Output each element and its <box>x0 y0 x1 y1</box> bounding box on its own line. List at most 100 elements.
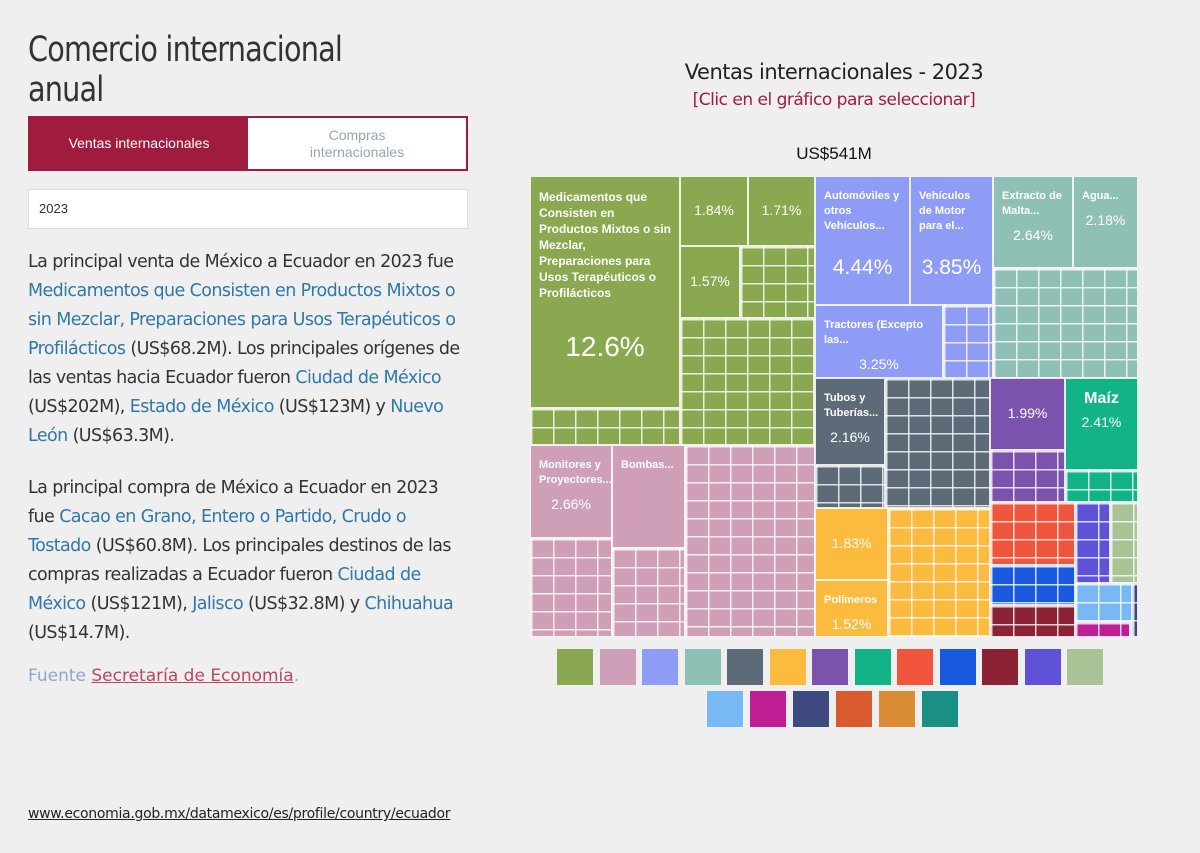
treemap-tile[interactable]: Agua... 2.18% <box>1073 176 1138 268</box>
treemap-tile[interactable]: 1.99% <box>990 378 1065 450</box>
legend-swatch[interactable] <box>769 649 806 685</box>
legend-swatch[interactable] <box>879 691 915 727</box>
treemap-small-tiles[interactable] <box>815 465 885 508</box>
legend-swatch[interactable] <box>922 691 958 727</box>
treemap-small-tiles[interactable] <box>685 445 815 637</box>
treemap-small-tiles[interactable] <box>1075 583 1132 622</box>
legend-swatch[interactable] <box>750 691 786 727</box>
legend-swatch[interactable] <box>707 691 743 727</box>
tile-share: 12.6% <box>565 331 645 362</box>
treemap-tile[interactable]: Extracto de Malta... 2.64% <box>993 176 1073 268</box>
tile-share: 3.25% <box>859 356 899 372</box>
state-link-cdmx[interactable]: Ciudad de México <box>295 368 442 388</box>
treemap-small-tiles[interactable] <box>885 378 990 508</box>
legend-swatch[interactable] <box>854 649 891 685</box>
treemap-tile[interactable]: 1.71% <box>748 176 815 246</box>
product-link[interactable]: Cacao en Grano, Entero o Partido, Crudo … <box>28 507 407 556</box>
tile-share: 2.66% <box>551 496 591 512</box>
text: (US$63.3M). <box>67 426 175 446</box>
treemap-tile[interactable]: Medicamentos que Consisten en Productos … <box>530 176 680 408</box>
tile-label <box>749 177 814 189</box>
treemap-tile[interactable]: Tractores (Excepto las... 3.25% <box>815 305 943 378</box>
treemap-small-tiles[interactable] <box>740 246 815 318</box>
treemap-tile[interactable]: Monitores y Proyectores... 2.66% <box>530 445 612 538</box>
state-link-jalisco[interactable]: Jalisco <box>192 594 244 614</box>
tile-label <box>681 247 739 259</box>
treemap-tile[interactable]: 1.83% <box>815 508 888 580</box>
tile-label: Automóviles y otros Vehículos... <box>824 190 900 232</box>
treemap-small-tiles[interactable] <box>530 538 612 637</box>
tab-ventas[interactable]: Ventas internacionales <box>30 118 248 169</box>
treemap-small-tiles[interactable] <box>1132 583 1138 637</box>
treemap-small-tiles[interactable] <box>990 450 1065 502</box>
tile-share: 1.71% <box>761 202 802 218</box>
tile-share: 1.99% <box>1007 405 1048 421</box>
legend-swatch[interactable] <box>939 649 976 685</box>
tile-share: 2.16% <box>830 429 870 445</box>
treemap-small-tiles[interactable] <box>612 548 685 637</box>
treemap-small-tiles[interactable] <box>530 408 680 445</box>
legend-swatch[interactable] <box>684 649 721 685</box>
treemap-small-tiles[interactable] <box>1065 470 1138 502</box>
legend-swatch[interactable] <box>1024 649 1061 685</box>
text: (US$123M) y <box>273 397 391 417</box>
legend-swatch[interactable] <box>812 649 848 685</box>
sales-paragraph: La principal venta de México a Ecuador e… <box>28 248 468 451</box>
legend-swatch[interactable] <box>1067 649 1103 685</box>
state-link-nl[interactable]: Nuevo León <box>28 397 444 446</box>
tab-compras[interactable]: Compras internacionales <box>248 118 466 169</box>
tile-share: 1.57% <box>690 273 730 289</box>
treemap-tile[interactable]: Polímeros 1.52% <box>815 580 888 637</box>
treemap-small-tiles[interactable] <box>888 508 990 637</box>
tile-label: Polímeros <box>824 594 878 606</box>
text: (US$32.8M) y <box>243 594 365 614</box>
treemap-small-tiles[interactable] <box>990 502 1075 565</box>
treemap-small-tiles[interactable] <box>993 268 1138 378</box>
treemap-small-tiles[interactable] <box>680 318 815 445</box>
tile-label: Bombas... <box>621 459 674 471</box>
treemap-small-tiles[interactable] <box>943 305 993 378</box>
text: (US$202M), <box>28 397 130 417</box>
tile-share: 2.64% <box>1013 227 1053 243</box>
treemap-tile[interactable]: Bombas... <box>612 445 685 548</box>
legend-swatch[interactable] <box>982 649 1018 685</box>
legend-swatch[interactable] <box>642 649 678 685</box>
tile-share: 1.52% <box>831 616 872 632</box>
legend-swatch[interactable] <box>599 649 636 685</box>
tile-label: Agua... <box>1082 190 1119 202</box>
tile-label: Tubos y Tuberías... <box>824 392 879 419</box>
source-link[interactable]: Secretaría de Economía <box>91 666 294 686</box>
chart-title: Ventas internacionales - 2023 <box>684 60 984 84</box>
flow-tabs: Ventas internacionales Compras internaci… <box>28 116 468 171</box>
treemap-small-tiles[interactable] <box>990 565 1075 605</box>
legend-swatch[interactable] <box>836 691 872 727</box>
treemap-small-tiles[interactable] <box>1075 502 1110 583</box>
tile-label <box>816 509 887 521</box>
state-link-edomex[interactable]: Estado de México <box>129 397 275 417</box>
treemap-tile[interactable]: Automóviles y otros Vehículos... 4.44% <box>815 176 910 305</box>
state-link-chihuahua[interactable]: Chihuahua <box>364 594 454 614</box>
year-select[interactable]: 2023 <box>28 189 468 229</box>
state-link-cdmx[interactable]: Ciudad de México <box>28 565 421 614</box>
text: (US$68.2M). Los principales orígenes de … <box>28 339 460 388</box>
chart-subtitle: [Clic en el gráfico para seleccionar] <box>692 90 976 110</box>
text: La principal venta de México a Ecuador e… <box>28 252 454 272</box>
treemap-tile[interactable]: Tubos y Tuberías... 2.16% <box>815 378 885 465</box>
treemap-tile[interactable]: 1.84% <box>680 176 748 246</box>
treemap-tile[interactable]: Vehículos de Motor para el... 3.85% <box>910 176 993 305</box>
treemap-small-tiles[interactable] <box>1110 502 1138 583</box>
treemap-tile[interactable]: Maíz 2.41% <box>1065 378 1138 470</box>
legend-swatch[interactable] <box>897 649 933 685</box>
treemap-small-tiles[interactable] <box>990 605 1075 637</box>
tile-share: 2.41% <box>1081 414 1122 430</box>
legend-swatch[interactable] <box>727 649 763 685</box>
page-url[interactable]: www.economia.gob.mx/datamexico/es/profil… <box>28 806 451 822</box>
legend-swatch[interactable] <box>793 691 829 727</box>
tile-share: 2.18% <box>1085 212 1126 228</box>
tile-label <box>681 177 747 189</box>
text: . <box>293 666 300 686</box>
product-link[interactable]: Medicamentos que Consisten en Productos … <box>28 281 456 359</box>
legend-swatch[interactable] <box>557 649 593 685</box>
treemap-small-tiles[interactable] <box>1075 622 1130 637</box>
treemap-tile[interactable]: 1.57% <box>680 246 740 318</box>
